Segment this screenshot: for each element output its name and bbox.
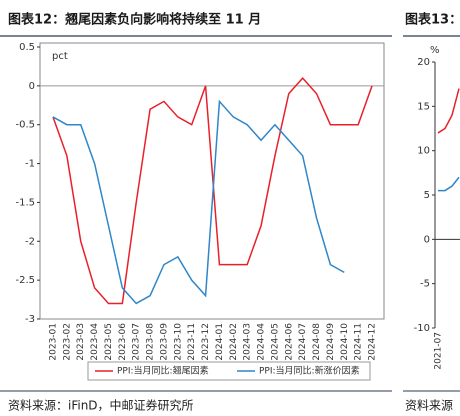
plot-frame xyxy=(39,42,385,320)
x-tick-label: 2024-02 xyxy=(229,323,239,361)
y-tick-label: -10 xyxy=(414,323,430,334)
y-tick-label: 0 xyxy=(29,81,35,92)
x-tick-label: 2024-09 xyxy=(326,323,336,361)
x-tick-label: 2023-06 xyxy=(118,323,128,361)
x-tick-label: 2024-05 xyxy=(270,323,280,361)
x-tick-label: 2023-11 xyxy=(187,323,197,361)
y-tick-label: -2.5 xyxy=(15,275,35,286)
x-tick-label: 2024-06 xyxy=(284,323,294,361)
x-tick-label: 2023-05 xyxy=(104,323,114,361)
legend-box xyxy=(87,361,371,381)
y-tick-label: 20 xyxy=(417,57,430,68)
x-tick-label: 2024-10 xyxy=(340,323,350,361)
y-tick-label: 5 xyxy=(424,190,430,201)
x-tick-label: 2023-04 xyxy=(90,323,100,361)
series-line xyxy=(438,176,460,192)
x-tick-label: 2023-09 xyxy=(159,323,169,361)
y-tick-label: -2 xyxy=(25,236,35,247)
y-tick-label: -5 xyxy=(420,279,430,290)
chart-title: 图表13： xyxy=(405,12,460,28)
x-tick-label: 2023-01 xyxy=(49,323,59,361)
x-tick-label: 2021-07 xyxy=(434,332,444,370)
y-tick-label: 10 xyxy=(417,146,430,157)
y-tick-label: 15 xyxy=(417,101,430,112)
y-tick-label: 0.5 xyxy=(19,42,35,53)
series-line xyxy=(52,99,345,305)
legend-label: PPI:当月同比:翘尾因素 xyxy=(117,365,209,377)
x-tick-label: 2024-04 xyxy=(257,323,267,361)
x-tick-label: 2023-03 xyxy=(76,323,86,361)
chart-title: 图表12：翘尾因素负向影响将持续至 11 月 xyxy=(8,12,261,28)
x-tick-label: 2023-07 xyxy=(132,323,142,361)
x-tick-label: 2023-08 xyxy=(146,323,156,361)
legend-label: PPI:当月同比:新涨价因素 xyxy=(259,365,360,377)
x-tick-label: 2024-01 xyxy=(215,323,225,361)
x-tick-label: 2023-02 xyxy=(62,323,72,361)
y-tick-label: -1 xyxy=(25,159,35,170)
footer: 资料来源：iFinD，中邮证券研究所 xyxy=(8,398,194,413)
x-tick-label: 2023-10 xyxy=(173,323,183,361)
x-tick-label: 2024-08 xyxy=(312,323,322,361)
x-tick-label: 2024-07 xyxy=(298,323,308,361)
y-tick-label: 0 xyxy=(424,234,430,245)
y-tick-label: -1.5 xyxy=(15,197,35,208)
x-tick-label: 2024-11 xyxy=(354,323,364,361)
x-tick-label: 2024-03 xyxy=(243,323,253,361)
x-tick-label: 2024-12 xyxy=(368,323,378,361)
y-tick-label: -0.5 xyxy=(15,120,35,131)
unit-label: pct xyxy=(52,51,68,62)
x-tick-label: 2023-12 xyxy=(201,323,211,361)
y-tick-label: -3 xyxy=(25,314,35,325)
unit-label: % xyxy=(430,45,440,56)
footer: 资料来源 xyxy=(405,399,453,413)
series-line xyxy=(52,76,373,305)
series-line xyxy=(437,88,460,134)
